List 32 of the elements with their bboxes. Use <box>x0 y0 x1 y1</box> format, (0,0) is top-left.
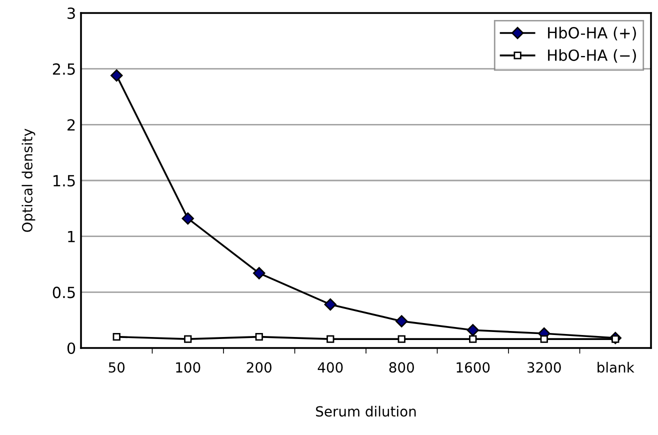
y-tick-label: 0 <box>67 342 76 354</box>
point <box>396 315 408 328</box>
x-tick-label: 1600 <box>456 362 490 373</box>
y-tick-label: 1 <box>68 231 75 242</box>
legend-label: HbO-HA (+) <box>548 26 636 40</box>
point <box>326 335 334 343</box>
x-tick-label: 200 <box>246 362 272 373</box>
point <box>540 335 548 343</box>
y-tick-label: 2.5 <box>52 63 75 75</box>
point <box>253 267 266 280</box>
legend-label: HbO-HA (−) <box>548 49 636 63</box>
x-tick-label: 100 <box>176 362 200 373</box>
x-axis-title: Serum dilution <box>316 406 416 417</box>
point <box>469 335 477 343</box>
point <box>110 69 123 82</box>
y-tick-label: 0.5 <box>52 286 75 298</box>
y-tick-label: 2 <box>68 119 75 130</box>
point <box>112 333 120 341</box>
point <box>466 324 479 336</box>
point <box>324 298 336 311</box>
x-tick-label: 3200 <box>528 362 561 373</box>
point <box>182 212 194 225</box>
x-tick-label: 400 <box>318 362 343 373</box>
x-tick-label: 50 <box>108 362 125 373</box>
point <box>184 335 192 343</box>
x-tick-label: blank <box>598 362 634 373</box>
point <box>255 333 263 341</box>
y-axis-title: Optical density <box>22 128 36 232</box>
y-tick-label: 1.5 <box>54 175 75 187</box>
point <box>398 335 406 343</box>
x-tick-label: 800 <box>389 362 414 373</box>
y-tick-label: 3 <box>68 7 75 20</box>
